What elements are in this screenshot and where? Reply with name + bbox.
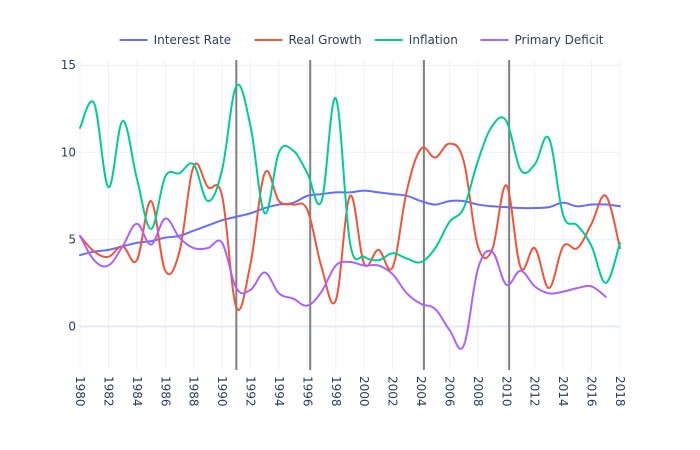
x-tick-label: 2012 [528, 376, 542, 407]
legend[interactable]: Interest Rate Real Growth Inflation Primary… [119, 33, 604, 47]
series-lines [79, 83, 621, 350]
legend-item-interest-rate[interactable]: Interest Rate [119, 33, 232, 47]
x-tick-label: 1994 [272, 376, 286, 407]
x-tick-label: 2006 [442, 376, 456, 407]
vertical-markers [235, 60, 511, 370]
legend-item-primary-deficit[interactable]: Primary Deficit [480, 33, 604, 47]
x-tick-label: 1996 [300, 376, 314, 407]
series-line-inflation[interactable] [79, 83, 621, 284]
grid [79, 60, 621, 370]
x-tick-label: 2010 [499, 376, 513, 407]
x-tick-label: 1988 [187, 376, 201, 407]
x-tick-label: 1986 [158, 376, 172, 407]
x-tick-label: 2000 [357, 376, 371, 407]
legend-label: Interest Rate [154, 33, 232, 47]
series-line-primary-deficit[interactable] [79, 217, 607, 350]
legend-label: Real Growth [289, 33, 362, 47]
x-tick-label: 2008 [471, 376, 485, 407]
x-tick-label: 2018 [613, 376, 627, 407]
x-tick-label: 1990 [215, 376, 229, 407]
x-tick-label: 1998 [329, 376, 343, 407]
series-line-interest-rate[interactable] [79, 189, 621, 257]
legend-label: Inflation [409, 33, 458, 47]
x-tick-label: 2002 [386, 376, 400, 407]
x-tick-label: 2016 [585, 376, 599, 407]
series-line-real-growth[interactable] [79, 142, 621, 311]
x-tick-label: 1980 [73, 376, 87, 407]
y-tick-label: 15 [61, 58, 76, 72]
x-tick-label: 2014 [556, 376, 570, 407]
legend-label: Primary Deficit [515, 33, 604, 47]
legend-item-real-growth[interactable]: Real Growth [254, 33, 362, 47]
x-tick-label: 2004 [414, 376, 428, 407]
y-tick-label: 5 [68, 232, 76, 246]
y-tick-label: 0 [68, 319, 76, 333]
y-axis-ticks: 0 5 10 15 [61, 58, 76, 333]
y-tick-label: 10 [61, 145, 76, 159]
x-tick-label: 1982 [101, 376, 115, 407]
x-axis-ticks: 1980 1982 1984 1986 1988 1990 1992 1994 1996 1998… [73, 376, 627, 407]
x-tick-label: 1984 [130, 376, 144, 407]
legend-item-inflation[interactable]: Inflation [374, 33, 458, 47]
x-tick-label: 1992 [244, 376, 258, 407]
